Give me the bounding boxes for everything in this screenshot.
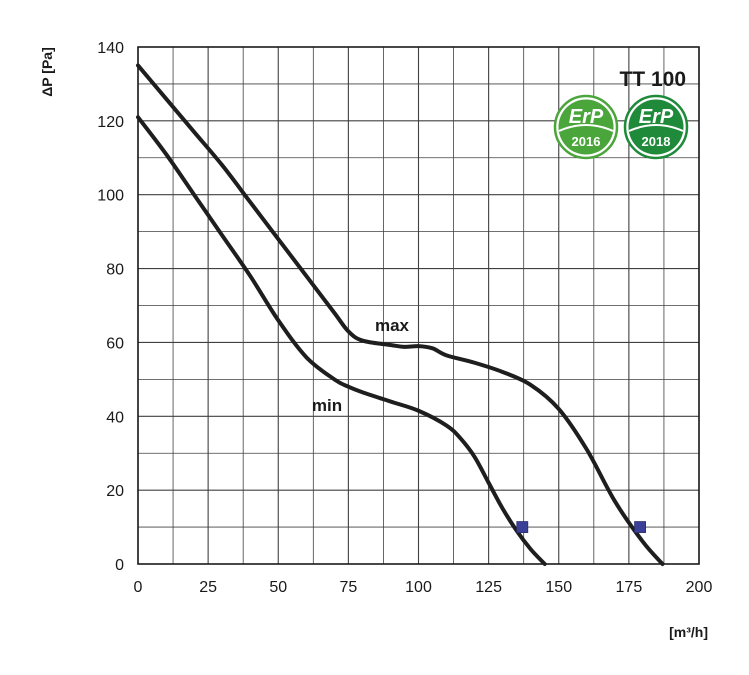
x-tick-label: 150: [545, 579, 572, 596]
badge-brand-text: ErP: [639, 106, 674, 128]
series-curve-min: [136, 115, 547, 566]
x-tick-label: 25: [199, 579, 217, 596]
series-label-max: max: [375, 316, 410, 335]
y-tick-labels: 0 20 40 60 80 100 120 140: [97, 40, 124, 574]
badge-year-text: 2016: [572, 134, 601, 149]
x-tick-label: 175: [616, 579, 643, 596]
y-axis-label: ΔP [Pa]: [39, 47, 55, 97]
x-tick-label: 75: [339, 579, 357, 596]
model-title: TT 100: [619, 68, 686, 91]
series-markers: [516, 521, 646, 533]
x-tick-label: 200: [686, 579, 713, 596]
erp-2016-badge-icon: ErP 2016: [553, 94, 619, 160]
x-tick-labels: 0 25 50 75 100 125 150 175 200: [134, 579, 713, 596]
plot-frame: [137, 46, 700, 565]
x-axis-label: [m³/h]: [669, 624, 708, 640]
badge-brand-text: ErP: [569, 106, 604, 128]
y-tick-label: 0: [115, 557, 124, 574]
erp-badges: ErP 2016 ErP 2018: [553, 94, 689, 160]
y-tick-label: 60: [106, 335, 124, 352]
series-label-min: min: [312, 396, 342, 415]
series-curve-max: [136, 63, 665, 566]
y-tick-label: 40: [106, 409, 124, 426]
x-tick-label: 50: [269, 579, 287, 596]
y-tick-label: 100: [97, 188, 124, 205]
grid: [137, 46, 700, 565]
x-tick-label: 125: [475, 579, 502, 596]
operating-point-marker-min: [516, 521, 529, 533]
y-tick-label: 20: [106, 483, 124, 500]
x-tick-label: 0: [134, 579, 143, 596]
y-tick-label: 80: [106, 262, 124, 279]
badge-year-text: 2018: [642, 134, 671, 149]
x-tick-label: 100: [405, 579, 432, 596]
series-labels: max min: [312, 316, 410, 415]
y-tick-label: 120: [97, 114, 124, 131]
y-tick-label: 140: [97, 40, 124, 57]
operating-point-marker-max: [634, 521, 646, 533]
series-curves: [136, 63, 665, 566]
erp-2018-badge-icon: ErP 2018: [623, 94, 689, 160]
